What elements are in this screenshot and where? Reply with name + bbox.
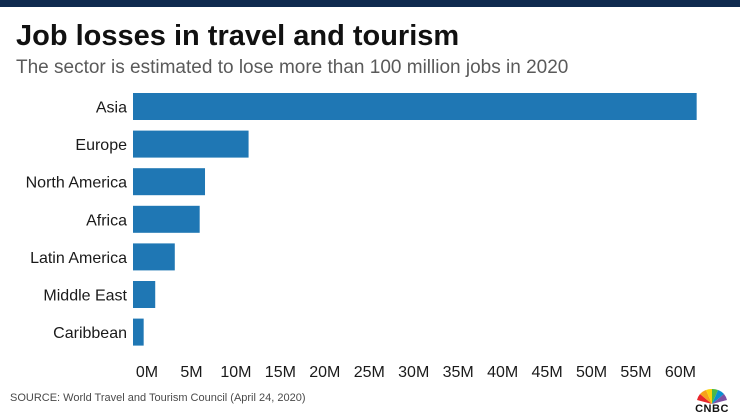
x-tick-label: 20M: [309, 364, 340, 381]
chart-title: Job losses in travel and tourism: [16, 20, 460, 52]
x-tick-label: 5M: [180, 364, 202, 381]
category-label: Africa: [86, 212, 127, 229]
source-note: SOURCE: World Travel and Tourism Council…: [10, 392, 306, 404]
cnbc-logo: CNBC: [686, 376, 738, 416]
category-label: Latin America: [30, 250, 127, 267]
category-label: North America: [26, 175, 127, 192]
bar-europe: [133, 130, 249, 158]
category-label: Asia: [96, 100, 127, 117]
bar-middle-east: [133, 281, 156, 308]
logo-wordmark: CNBC: [695, 403, 729, 415]
chart-subtitle: The sector is estimated to lose more tha…: [16, 57, 569, 78]
bar-latin-america: [133, 243, 175, 271]
top-accent-bar: [0, 0, 740, 7]
x-tick-label: 25M: [354, 364, 385, 381]
x-tick-label: 10M: [220, 364, 251, 381]
bar-africa: [133, 205, 200, 233]
x-tick-label: 40M: [487, 364, 518, 381]
x-tick-label: 50M: [576, 364, 607, 381]
x-tick-label: 30M: [398, 364, 429, 381]
x-tick-label: 35M: [443, 364, 474, 381]
x-tick-label: 60M: [665, 364, 696, 381]
bar-asia: [133, 93, 697, 120]
bar-caribbean: [133, 318, 144, 346]
category-label: Europe: [75, 137, 127, 154]
x-tick-label: 0M: [136, 364, 158, 381]
bar-north-america: [133, 168, 206, 196]
peacock-icon: [697, 388, 727, 404]
category-label: Caribbean: [53, 325, 127, 342]
x-tick-label: 55M: [620, 364, 651, 381]
x-tick-label: 45M: [532, 364, 563, 381]
x-tick-label: 15M: [265, 364, 296, 381]
category-label: Middle East: [43, 288, 127, 305]
